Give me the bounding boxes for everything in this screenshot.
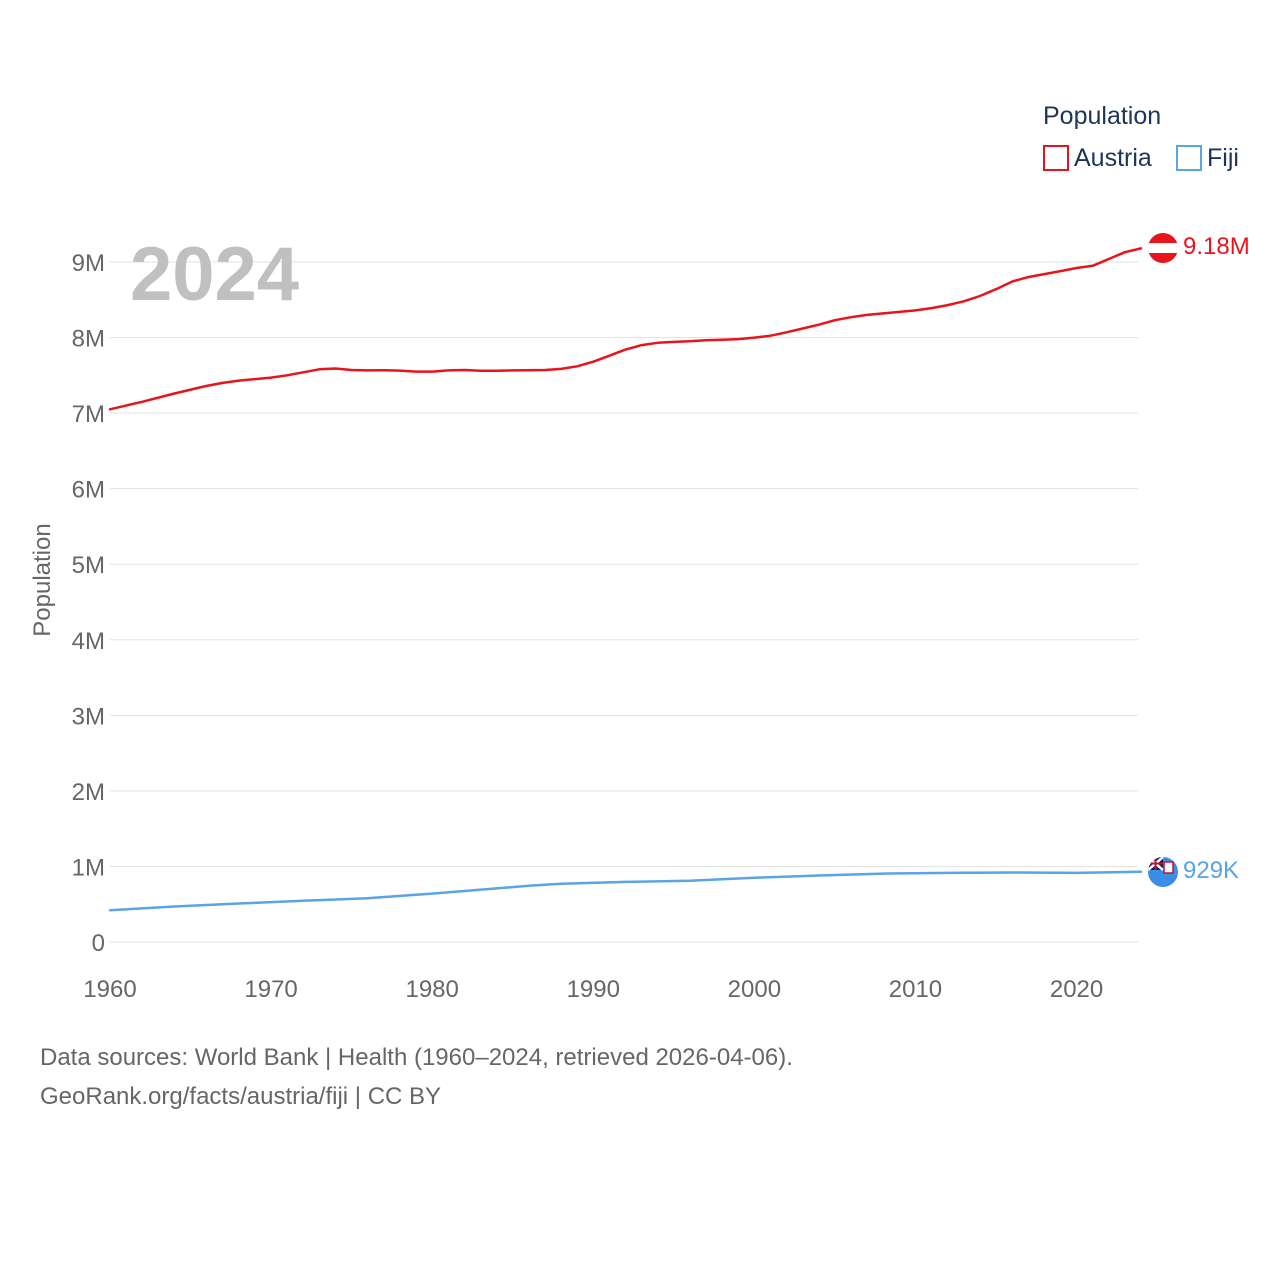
series-line-fiji[interactable] bbox=[108, 870, 1143, 912]
x-tick-label: 2000 bbox=[728, 976, 781, 1003]
austria-flag-icon bbox=[1148, 233, 1178, 263]
y-tick-label: 4M bbox=[72, 628, 105, 655]
y-tick-label: 3M bbox=[72, 703, 105, 730]
y-axis-label: Population bbox=[29, 523, 56, 636]
fiji-end-label: 929K bbox=[1183, 857, 1239, 884]
data-source-note: Data sources: World Bank | Health (1960–… bbox=[40, 1044, 793, 1071]
x-tick-label: 1960 bbox=[83, 976, 136, 1003]
population-chart: 0 1M 2M 3M 4M 5M 6M 7M 8M 9M 1960 1970 1980 1990 2000… bbox=[29, 102, 1250, 1003]
y-tick-label: 8M bbox=[72, 326, 105, 353]
grid-lines bbox=[110, 261, 1138, 943]
x-tick-label: 1980 bbox=[405, 976, 458, 1003]
y-tick-label: 6M bbox=[72, 477, 105, 504]
legend-item-fiji[interactable]: Fiji bbox=[1176, 144, 1239, 172]
x-tick-label: 1970 bbox=[244, 976, 297, 1003]
x-tick-label: 2010 bbox=[889, 976, 942, 1003]
y-tick-label: 5M bbox=[72, 552, 105, 579]
y-axis-ticks: 0 1M 2M 3M 4M 5M 6M 7M 8M 9M bbox=[72, 250, 105, 957]
austria-end-label: 9.18M bbox=[1183, 233, 1250, 260]
series-lines bbox=[108, 247, 1143, 912]
x-tick-label: 2020 bbox=[1050, 976, 1103, 1003]
legend-swatch-fiji bbox=[1176, 145, 1202, 171]
legend: Population Austria Fiji bbox=[1043, 102, 1239, 172]
y-tick-label: 1M bbox=[72, 854, 105, 881]
attribution-link[interactable]: GeoRank.org/facts/austria/fiji | CC BY bbox=[40, 1083, 442, 1110]
legend-swatch-austria bbox=[1043, 145, 1069, 171]
legend-title: Population bbox=[1043, 102, 1161, 130]
legend-item-austria[interactable]: Austria bbox=[1043, 144, 1152, 172]
x-axis-ticks: 1960 1970 1980 1990 2000 2010 2020 bbox=[83, 976, 1103, 1003]
x-tick-label: 1990 bbox=[567, 976, 620, 1003]
y-tick-label: 7M bbox=[72, 401, 105, 428]
year-watermark: 2024 bbox=[130, 232, 299, 317]
y-tick-label: 2M bbox=[72, 779, 105, 806]
y-tick-label: 0 bbox=[92, 930, 105, 957]
series-line-austria[interactable] bbox=[108, 247, 1143, 411]
y-tick-label: 9M bbox=[72, 250, 105, 277]
legend-label-austria: Austria bbox=[1074, 144, 1152, 172]
legend-label-fiji: Fiji bbox=[1207, 144, 1239, 172]
fiji-flag-icon bbox=[1148, 857, 1178, 887]
